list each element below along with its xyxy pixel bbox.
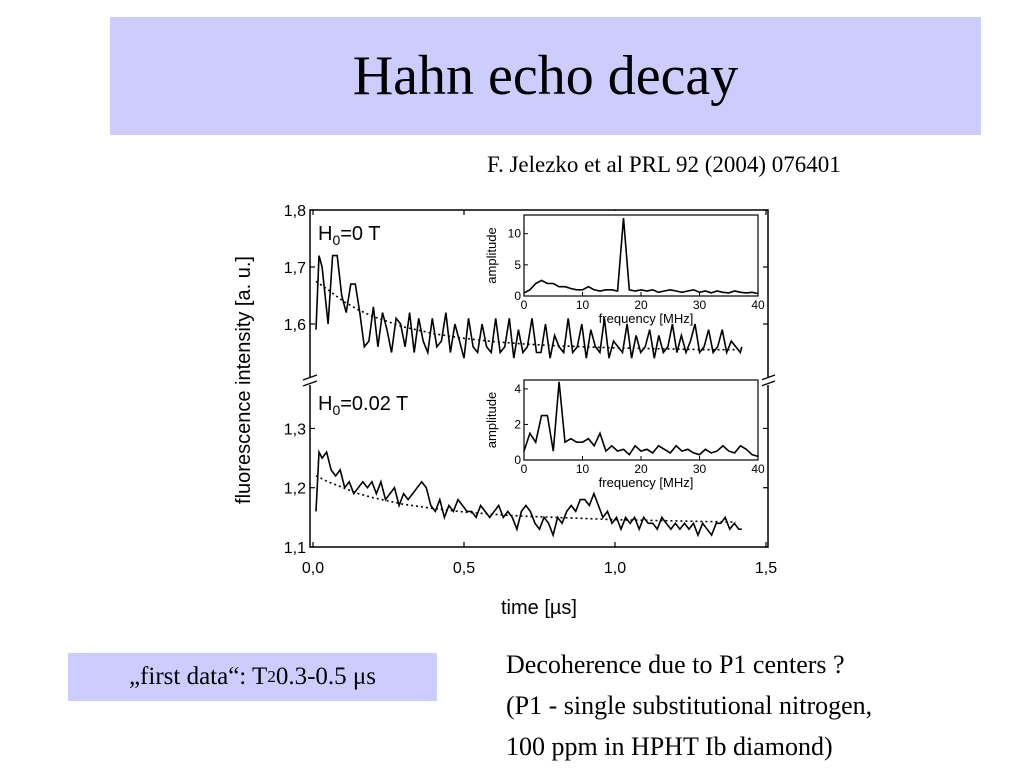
t2-note-prefix: „first data“: T <box>128 663 268 690</box>
y-tick-label: 1,2 <box>284 481 306 498</box>
upper-echo-fit-line <box>315 280 736 351</box>
y-tick-label: 1,7 <box>284 260 306 277</box>
x-tick-label: 0,0 <box>302 560 324 577</box>
y-tick-label: 1,3 <box>284 421 306 438</box>
slide-title: Hahn echo decay <box>352 45 739 107</box>
inset-x-axis-label: frequency [MHz] <box>599 475 694 490</box>
fft-inset-lower: 0 10 20 30 40 0 2 4 frequency [MHz] amplitude <box>484 376 765 490</box>
fft-inset-upper-spectrum-line <box>523 218 759 295</box>
x-tick-label: 1,0 <box>604 560 626 577</box>
panel-label-upper: H0=0 T <box>318 223 380 248</box>
inset-x-tick-label: 30 <box>693 298 707 312</box>
decoherence-text: Decoherence due to P1 centers ? (P1 - si… <box>506 644 872 767</box>
axis-break-gap <box>762 377 774 385</box>
fft-inset-upper-backdrop <box>520 211 762 300</box>
inset-y-tick-label: 0 <box>514 453 521 467</box>
y-tick-label: 1,6 <box>284 317 306 334</box>
inset-x-tick-label: 10 <box>576 298 590 312</box>
lower-echo-data-line <box>315 449 742 538</box>
inset-y-tick-label: 5 <box>514 258 521 272</box>
inset-y-tick-label: 10 <box>508 227 522 241</box>
inset-y-tick-label: 2 <box>514 417 521 431</box>
x-tick-label: 1,5 <box>755 560 777 577</box>
decoherence-line: (P1 - single substitutional nitrogen, <box>506 691 873 720</box>
y-tick-label: 1,8 <box>284 203 306 220</box>
t2-note-subscript: 2 <box>267 667 276 686</box>
citation: F. Jelezko et al PRL 92 (2004) 076401 <box>487 152 841 177</box>
inset-y-tick-label: 0 <box>514 289 521 303</box>
inset-x-tick-label: 0 <box>521 462 528 476</box>
axis-break-mark <box>302 380 318 387</box>
inset-y-tick-label: 4 <box>514 382 521 396</box>
panel-label-lower: H0=0.02 T <box>318 393 408 418</box>
inset-x-tick-label: 40 <box>751 298 765 312</box>
inset-x-tick-label: 40 <box>751 462 765 476</box>
decoherence-line: 100 ppm in HPHT Ib diamond) <box>506 732 833 761</box>
t2-note-suffix: 0.3-0.5 μs <box>275 663 377 690</box>
y-tick-label: 1,1 <box>284 540 306 557</box>
inset-y-axis-label: amplitude <box>484 392 499 448</box>
y-axis-label: fluorescence intensity [a. u.] <box>233 256 255 504</box>
decoherence-line: Decoherence due to P1 centers ? <box>506 650 845 679</box>
x-tick-label: 0,5 <box>453 560 475 577</box>
upper-echo-data-line <box>315 254 743 359</box>
inset-x-tick-label: 20 <box>634 462 648 476</box>
axis-break-mark <box>302 374 318 381</box>
x-axis-label: time [µs] <box>501 597 577 619</box>
fft-inset-lower-spectrum-line <box>523 381 759 458</box>
inset-x-axis-label: frequency [MHz] <box>599 311 694 326</box>
axis-break-mark <box>760 380 776 387</box>
lower-echo-fit-line <box>315 475 736 523</box>
axis-break-mark <box>760 374 776 381</box>
axis-break-gap <box>304 377 316 385</box>
inset-x-tick-label: 10 <box>576 462 590 476</box>
title-band: Hahn echo decay <box>110 17 981 135</box>
fft-inset-upper: 0 10 20 30 40 0 5 10 frequency [MHz] amplitude <box>484 211 765 326</box>
inset-x-tick-label: 30 <box>693 462 707 476</box>
inset-x-tick-label: 0 <box>521 298 528 312</box>
inset-x-tick-label: 20 <box>634 298 648 312</box>
inset-y-axis-label: amplitude <box>484 227 499 283</box>
